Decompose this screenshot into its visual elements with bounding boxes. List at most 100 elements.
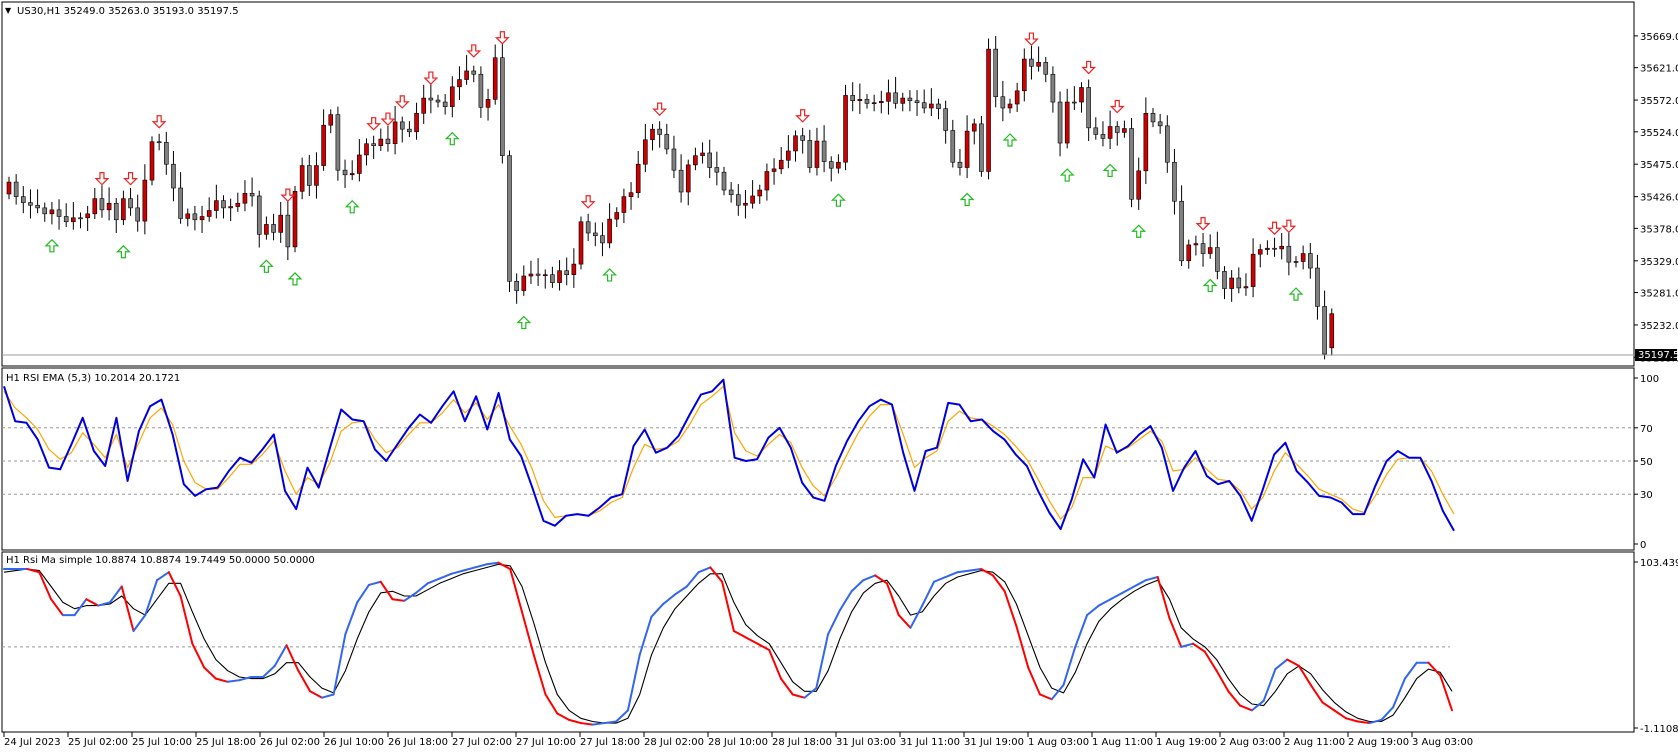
- bear-candle: [700, 152, 705, 156]
- time-tick-label: 26 Jul 02:00: [260, 737, 320, 748]
- ma-line-segment: [1250, 699, 1265, 712]
- bear-candle: [414, 112, 419, 133]
- ma-line-segment: [591, 722, 606, 726]
- bull-candle: [1172, 161, 1177, 202]
- ma-line-segment: [403, 591, 418, 602]
- sell-arrow-icon: [380, 112, 396, 126]
- sell-arrow-icon: [423, 71, 439, 85]
- bull-candle: [714, 167, 720, 173]
- ma-line-segment: [897, 614, 912, 629]
- ma-line-segment: [1121, 585, 1136, 594]
- chart-dropdown-icon[interactable]: ▼: [5, 6, 12, 15]
- ma-line-segment: [497, 561, 512, 571]
- rsi-tick-label: 70: [1640, 424, 1653, 435]
- ma-line-segment: [1368, 718, 1383, 725]
- ma-line-segment: [108, 585, 123, 604]
- buy-arrow-icon: [1288, 287, 1304, 301]
- bear-candle: [1279, 245, 1284, 250]
- bull-candle: [600, 235, 605, 244]
- ma-line-segment: [285, 644, 300, 672]
- bear-candle: [206, 210, 212, 217]
- ma-line-segment: [144, 579, 159, 617]
- bear-candle: [214, 200, 219, 211]
- bull-candle: [735, 194, 741, 206]
- bear-candle: [292, 191, 298, 248]
- bear-candle: [764, 171, 770, 191]
- bull-candle: [1043, 62, 1049, 75]
- bull-candle: [135, 207, 140, 222]
- ma-line-segment: [544, 693, 559, 715]
- ma-line-segment: [73, 598, 88, 617]
- bear-candle: [106, 202, 112, 211]
- ma-line-segment: [603, 720, 618, 725]
- bull-candle: [20, 196, 26, 203]
- bear-candle: [185, 213, 191, 219]
- price-tick-label: 35621.0: [1640, 64, 1678, 75]
- sell-arrow-icon: [94, 172, 110, 186]
- bear-candle: [1329, 313, 1335, 349]
- ma-line-segment: [744, 636, 759, 645]
- bull-candle: [442, 101, 448, 107]
- bear-candle: [364, 143, 369, 156]
- ma-line-segment: [426, 577, 441, 585]
- ma-line-segment: [579, 722, 594, 726]
- buy-arrow-icon: [1002, 133, 1018, 147]
- ma-panel[interactable]: [1, 551, 1635, 733]
- ma-line-segment: [485, 561, 500, 566]
- rsi-ema-line: [3, 385, 1455, 520]
- ma-line-segment: [450, 569, 465, 575]
- bull-candle: [428, 97, 434, 101]
- bear-candle: [485, 99, 491, 108]
- ma-line-segment: [38, 571, 53, 601]
- ma-line-segment: [1038, 693, 1053, 701]
- ma-line-segment: [1333, 709, 1348, 720]
- bear-candle: [242, 193, 248, 204]
- main-panel[interactable]: [1, 1, 1635, 367]
- ma-line-segment: [697, 566, 712, 574]
- bull-candle: [1150, 112, 1156, 123]
- current-price-label: 35197.5: [1638, 350, 1678, 361]
- buy-arrow-icon: [115, 244, 131, 259]
- ma-line-segment: [1027, 666, 1041, 696]
- ma-line-segment: [1215, 669, 1230, 693]
- bull-candle: [657, 128, 662, 135]
- bear-candle: [843, 95, 848, 163]
- bull-candle: [993, 48, 999, 98]
- bear-candle: [1186, 244, 1192, 262]
- bull-candle: [585, 221, 591, 234]
- sell-arrow-icon: [366, 117, 382, 131]
- bear-candle: [1122, 128, 1127, 133]
- bull-candle: [1308, 253, 1313, 269]
- bull-candle: [864, 99, 870, 104]
- bull-candle: [285, 214, 291, 248]
- ma-line-segment: [509, 568, 523, 613]
- bear-candle: [650, 128, 655, 141]
- bull-candle: [592, 232, 598, 236]
- rsi-panel[interactable]: [1, 367, 1635, 551]
- time-tick-label: 25 Jul 10:00: [132, 737, 192, 748]
- ma-line-segment: [827, 609, 841, 636]
- ma-line-segment: [238, 676, 253, 682]
- bear-candle: [614, 212, 620, 220]
- bear-candle: [528, 273, 534, 277]
- bear-candle: [693, 155, 698, 166]
- ma-line-segment: [473, 563, 488, 569]
- ma-line-segment: [1180, 642, 1195, 648]
- time-tick-label: 28 Jul 02:00: [644, 737, 704, 748]
- bear-candle: [578, 221, 584, 265]
- sell-arrow-icon: [394, 95, 410, 109]
- time-tick-label: 3 Aug 03:00: [1412, 737, 1473, 748]
- ma-line-segment: [862, 574, 877, 582]
- time-tick-label: 27 Jul 02:00: [452, 737, 512, 748]
- bull-candle: [979, 123, 984, 172]
- price-tick-label: 35232.0: [1640, 321, 1678, 332]
- bull-candle: [221, 200, 226, 209]
- bear-candle: [421, 97, 427, 114]
- time-tick-label: 28 Jul 10:00: [708, 737, 768, 748]
- price-tick-label: 35329.0: [1640, 257, 1678, 268]
- bull-candle: [371, 143, 376, 146]
- bull-candle: [921, 102, 927, 109]
- bear-candle: [1207, 247, 1213, 254]
- ma-line-segment: [226, 679, 241, 683]
